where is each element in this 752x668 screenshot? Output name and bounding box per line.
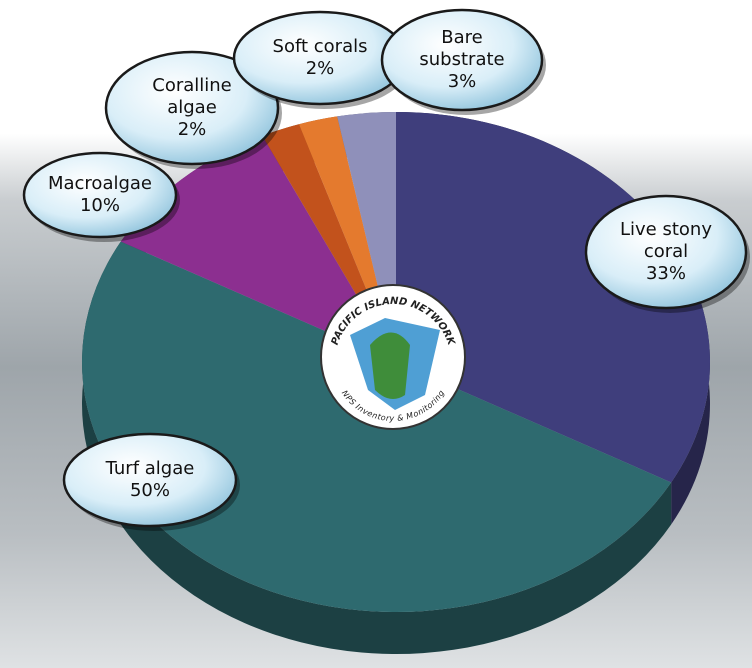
value-label: 33% <box>645 263 686 284</box>
category-label: Soft corals <box>272 36 368 57</box>
slice <box>120 135 397 362</box>
callout-bubble <box>62 432 238 528</box>
callout-bubble <box>22 151 178 239</box>
callout-label: Turf algae 50% <box>90 458 210 502</box>
callout-bubble <box>584 194 748 310</box>
category-label: Coralline algae <box>152 75 232 118</box>
logo: PACIFIC ISLAND NETWORK NPS Inventory & M… <box>320 284 466 430</box>
callout-bubble <box>104 50 280 166</box>
callout-label: Soft corals 2% <box>260 36 380 80</box>
callout-label: Bare substrate 3% <box>412 27 512 93</box>
value-label: 3% <box>447 71 477 92</box>
category-label: Macroalgae <box>47 173 153 194</box>
callout-label: Coralline algae 2% <box>142 75 242 141</box>
category-label: Bare substrate <box>419 27 505 70</box>
callout-label: Live stony coral 33% <box>611 219 721 285</box>
callout-label: Macroalgae 10% <box>40 173 160 217</box>
category-label: Turf algae <box>105 458 195 479</box>
category-label: Live stony coral <box>620 219 712 262</box>
value-label: 2% <box>177 119 207 140</box>
value-label: 50% <box>129 480 170 501</box>
logo-turtle <box>370 332 410 399</box>
callouts <box>22 8 750 531</box>
value-label: 10% <box>79 195 120 216</box>
value-label: 2% <box>305 58 335 79</box>
callout-bubble <box>380 8 544 112</box>
